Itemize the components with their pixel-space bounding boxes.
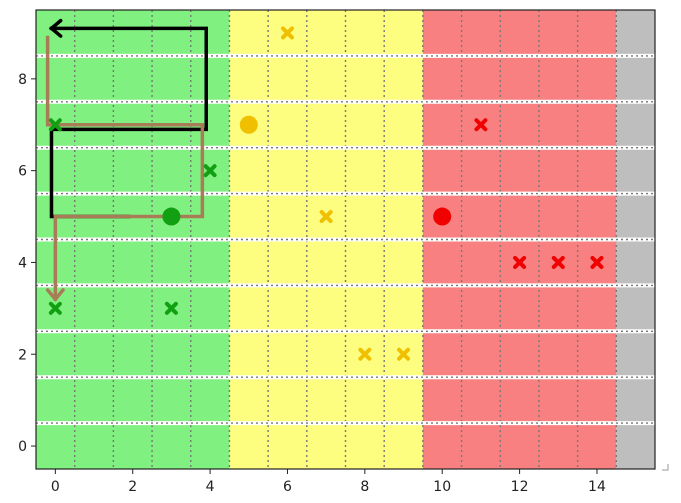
x-tick-label: 0 (51, 479, 60, 495)
y-axis-ticks: 0 2 4 6 8 (18, 72, 36, 455)
x-marker (358, 347, 372, 361)
y-tick-label: 8 (18, 72, 27, 88)
x-tick-label: 12 (511, 479, 529, 495)
y-tick-label: 4 (18, 255, 27, 271)
circle-marker (239, 115, 258, 134)
grid-lines (36, 10, 655, 469)
plot-frame (35, 9, 656, 470)
x-tick-label: 6 (283, 479, 292, 495)
x-marker (397, 347, 411, 361)
x-tick-label: 14 (588, 479, 606, 495)
x-marker (164, 301, 178, 315)
route-path-2 (45, 35, 205, 301)
x-marker (319, 210, 333, 224)
x-marker (590, 255, 604, 269)
x-tick-label: 4 (206, 479, 215, 495)
x-tick-label: 8 (360, 479, 369, 495)
x-marker (203, 164, 217, 178)
x-marker (280, 26, 294, 40)
route-paths (45, 18, 208, 302)
x-marker (513, 255, 527, 269)
x-axis-ticks: 0 2 4 6 8 10 12 14 (51, 469, 606, 495)
y-tick-label: 2 (18, 347, 27, 363)
circle-marker (433, 207, 452, 226)
x-marker (474, 118, 488, 132)
y-tick-label: 6 (18, 164, 27, 180)
route-arrowhead-2 (45, 288, 65, 302)
x-tick-label: 10 (433, 479, 451, 495)
x-marker (48, 301, 62, 315)
data-markers (48, 26, 604, 361)
circle-marker (162, 207, 181, 226)
x-marker (551, 255, 565, 269)
x-tick-label: 2 (128, 479, 137, 495)
resize-grip-icon (662, 464, 669, 471)
route-arrowhead-1 (48, 18, 63, 38)
y-tick-label: 0 (18, 439, 27, 455)
x-marker (48, 118, 62, 132)
